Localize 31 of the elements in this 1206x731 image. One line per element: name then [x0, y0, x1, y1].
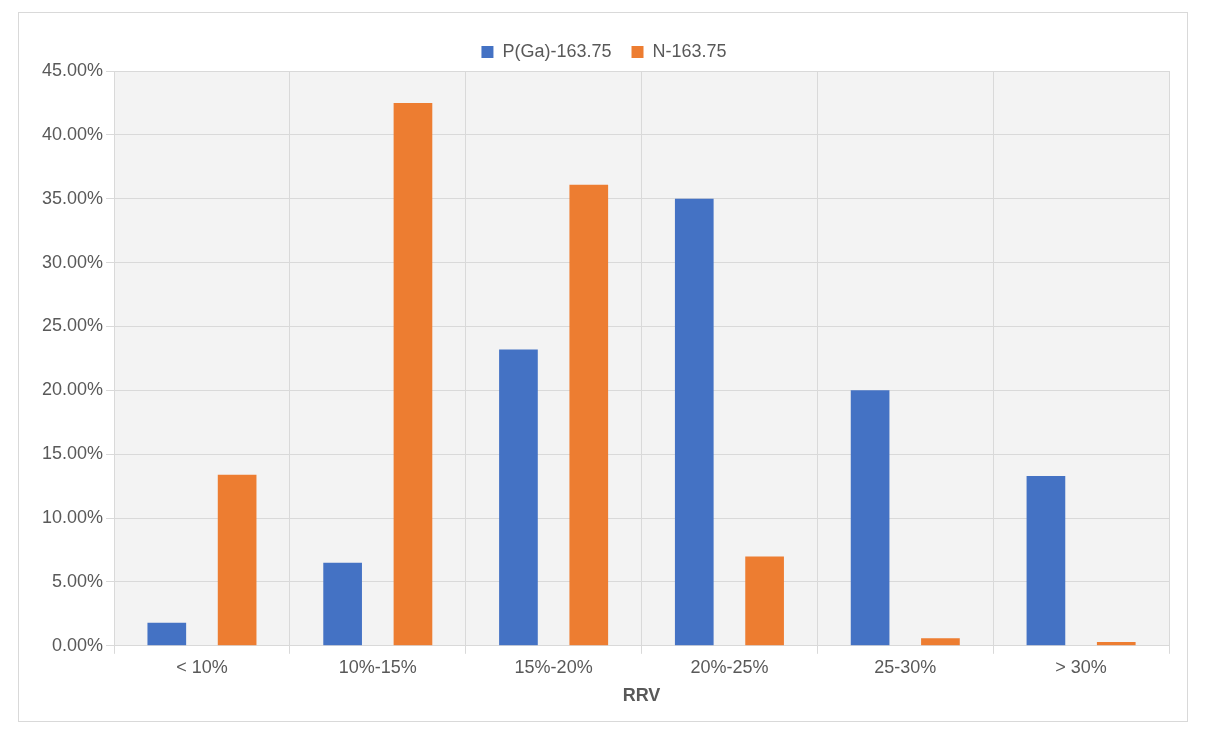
bar — [147, 622, 187, 646]
bar — [921, 638, 960, 646]
y-tick-label: 0.00% — [52, 634, 104, 655]
legend-label: N-163.75 — [652, 40, 727, 61]
x-tick-label: 15%-20% — [514, 656, 593, 677]
bar — [1026, 475, 1066, 646]
y-tick-label: 20.00% — [41, 379, 104, 400]
bar — [323, 562, 362, 646]
x-tick-label: 25-30% — [874, 656, 937, 677]
x-axis-title: RRV — [622, 685, 661, 706]
bar — [217, 474, 257, 646]
x-tick-label: 20%-25% — [690, 656, 769, 677]
y-tick-label: 30.00% — [41, 251, 104, 272]
bar — [393, 102, 433, 646]
y-tick-label: 40.00% — [41, 123, 104, 144]
y-tick-label: 10.00% — [41, 507, 104, 528]
bar — [850, 390, 890, 646]
x-tick-label: > 30% — [1055, 656, 1107, 677]
x-tick-label: 10%-15% — [338, 656, 417, 677]
y-tick-label: 35.00% — [41, 187, 104, 208]
bar — [499, 349, 538, 646]
bar — [569, 184, 609, 646]
bar — [674, 198, 714, 646]
y-tick-label: 5.00% — [52, 570, 104, 591]
y-tick-label: 15.00% — [41, 443, 104, 464]
y-tick-label: 45.00% — [41, 59, 104, 80]
bar — [1096, 641, 1136, 646]
y-tick-label: 25.00% — [41, 315, 104, 336]
legend-label: P(Ga)-163.75 — [502, 40, 612, 61]
bar — [745, 556, 784, 646]
x-tick-label: < 10% — [176, 656, 228, 677]
